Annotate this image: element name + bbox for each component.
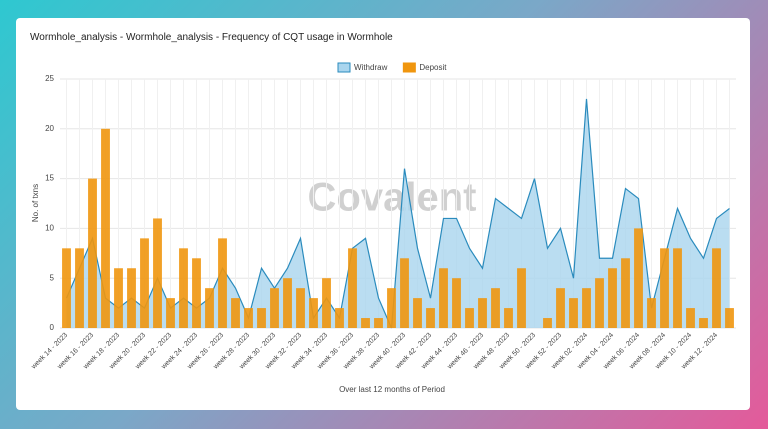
bar	[335, 308, 344, 328]
bar	[569, 298, 578, 328]
bar	[556, 288, 565, 328]
y-tick-label: 20	[45, 124, 54, 133]
bar	[634, 228, 643, 328]
bar	[322, 278, 331, 328]
card: Wormhole_analysis - Wormhole_analysis - …	[16, 18, 750, 410]
bar	[114, 268, 123, 328]
bar	[413, 298, 422, 328]
x-axis-label: Over last 12 months of Period	[339, 385, 445, 394]
legend-label: Deposit	[419, 63, 447, 72]
bar	[387, 288, 396, 328]
bar	[712, 248, 721, 328]
line	[65, 98, 730, 329]
bar	[673, 248, 682, 328]
y-tick-label: 15	[45, 174, 54, 183]
bar	[244, 308, 253, 328]
y-tick-label: 10	[45, 224, 54, 233]
bar	[127, 268, 136, 328]
bar	[582, 288, 591, 328]
bar	[231, 298, 240, 328]
bar	[374, 318, 383, 328]
bar	[621, 258, 630, 328]
bar	[400, 258, 409, 328]
bar	[205, 288, 214, 328]
bar	[283, 278, 292, 328]
bar	[257, 308, 266, 328]
bar	[101, 128, 110, 328]
bar	[270, 288, 279, 328]
bar	[218, 238, 227, 328]
bar	[296, 288, 305, 328]
bar	[647, 298, 656, 328]
bar	[608, 268, 617, 328]
bar	[543, 318, 552, 328]
legend-swatch	[402, 62, 416, 73]
y-tick-label: 5	[50, 273, 55, 282]
bar	[491, 288, 500, 328]
bar	[140, 238, 149, 328]
bar	[62, 248, 71, 328]
bar	[517, 268, 526, 328]
y-axis-label: No. of txns	[31, 184, 40, 222]
bar	[179, 248, 188, 328]
y-tick-label: 25	[45, 74, 54, 83]
bar	[88, 178, 97, 328]
bar	[686, 308, 695, 328]
chart: Covalent No. of txns Over last 12 months…	[30, 62, 736, 394]
bar	[348, 248, 357, 328]
bar	[595, 278, 604, 328]
bar	[725, 308, 734, 328]
bar	[75, 248, 84, 328]
bar	[478, 298, 487, 328]
bar	[192, 258, 201, 328]
bar	[660, 248, 669, 328]
bar	[452, 278, 461, 328]
legend-label: Withdraw	[354, 63, 388, 72]
bar	[166, 298, 175, 328]
bar	[309, 298, 318, 328]
y-tick-label: 0	[50, 323, 55, 332]
legend-swatch	[337, 62, 351, 73]
chart-title: Wormhole_analysis - Wormhole_analysis - …	[30, 32, 393, 43]
bar	[465, 308, 474, 328]
bar	[439, 268, 448, 328]
bar	[426, 308, 435, 328]
bar	[361, 318, 370, 328]
bar	[699, 318, 708, 328]
bar	[153, 218, 162, 328]
area	[66, 98, 730, 328]
bar	[504, 308, 513, 328]
